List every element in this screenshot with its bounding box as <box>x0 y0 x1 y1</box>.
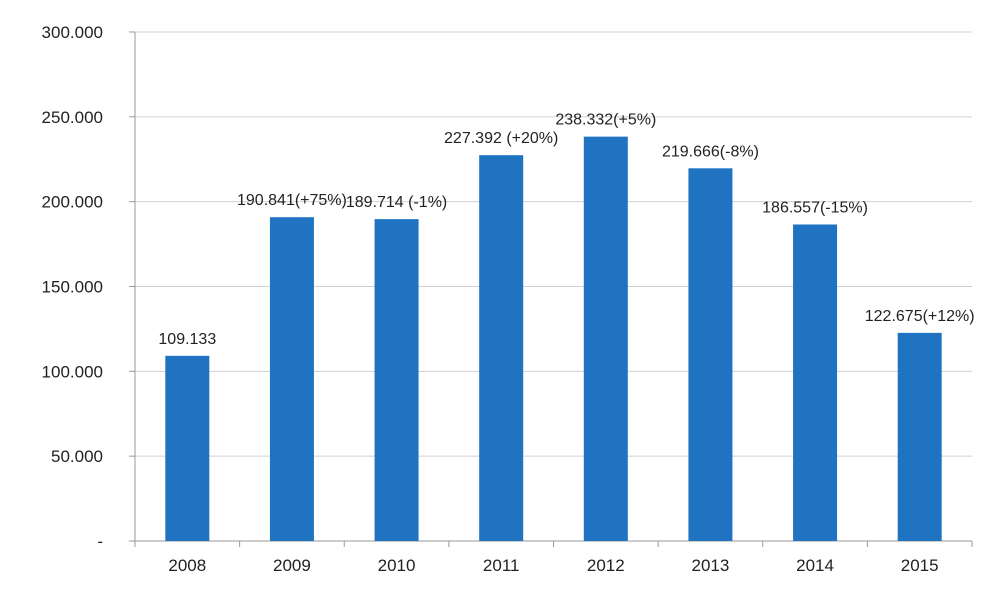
bar-2010 <box>374 219 419 541</box>
bar-2013 <box>688 168 733 541</box>
x-tick-label-2013: 2013 <box>692 556 730 575</box>
bar-2012 <box>583 136 628 541</box>
y-tick-label: 250.000 <box>42 108 103 127</box>
bar-2009 <box>269 217 314 542</box>
data-label-2015: 122.675(+12%) <box>865 308 975 325</box>
bar-2011 <box>479 155 524 541</box>
data-label-2012: 238.332(+5%) <box>555 112 656 129</box>
y-tick-label: 300.000 <box>42 23 103 42</box>
data-labels: 109.133 190.841(+75%) 189.714 (-1%) 227.392… <box>158 112 974 348</box>
y-tick-label: 100.000 <box>42 362 103 381</box>
y-tick-label: 50.000 <box>51 447 103 466</box>
data-label-2013: 219.666(-8%) <box>662 143 759 160</box>
grid-lines <box>135 31 972 457</box>
bar-2008 <box>165 355 210 541</box>
data-label-2008: 109.133 <box>158 331 216 348</box>
data-label-2010: 189.714 (-1%) <box>346 194 447 211</box>
x-tick-label-2010: 2010 <box>378 556 416 575</box>
x-tick-label-2011: 2011 <box>483 556 520 575</box>
data-label-2009: 190.841(+75%) <box>237 192 347 209</box>
data-label-2014: 186.557(-15%) <box>762 199 868 216</box>
bars <box>165 136 942 542</box>
y-tick-label: - <box>97 532 103 551</box>
y-tick-label: 200.000 <box>42 193 103 212</box>
bar-2014 <box>793 224 838 541</box>
x-axis-tick-labels: 2008 2009 2010 2011 2012 2013 2014 2015 <box>168 556 938 575</box>
x-tick-label-2012: 2012 <box>587 556 625 575</box>
x-tick-label-2015: 2015 <box>901 556 939 575</box>
y-axis-tick-labels: - 50.000 100.000 150.000 200.000 250.000 300.0… <box>42 23 103 551</box>
y-tick-label: 150.000 <box>42 278 103 297</box>
x-tick-label-2008: 2008 <box>168 556 206 575</box>
bar-2015 <box>897 332 942 541</box>
x-tick-label-2014: 2014 <box>796 556 834 575</box>
axes <box>129 31 973 547</box>
data-label-2011: 227.392 (+20%) <box>444 130 558 147</box>
x-tick-label-2009: 2009 <box>273 556 311 575</box>
